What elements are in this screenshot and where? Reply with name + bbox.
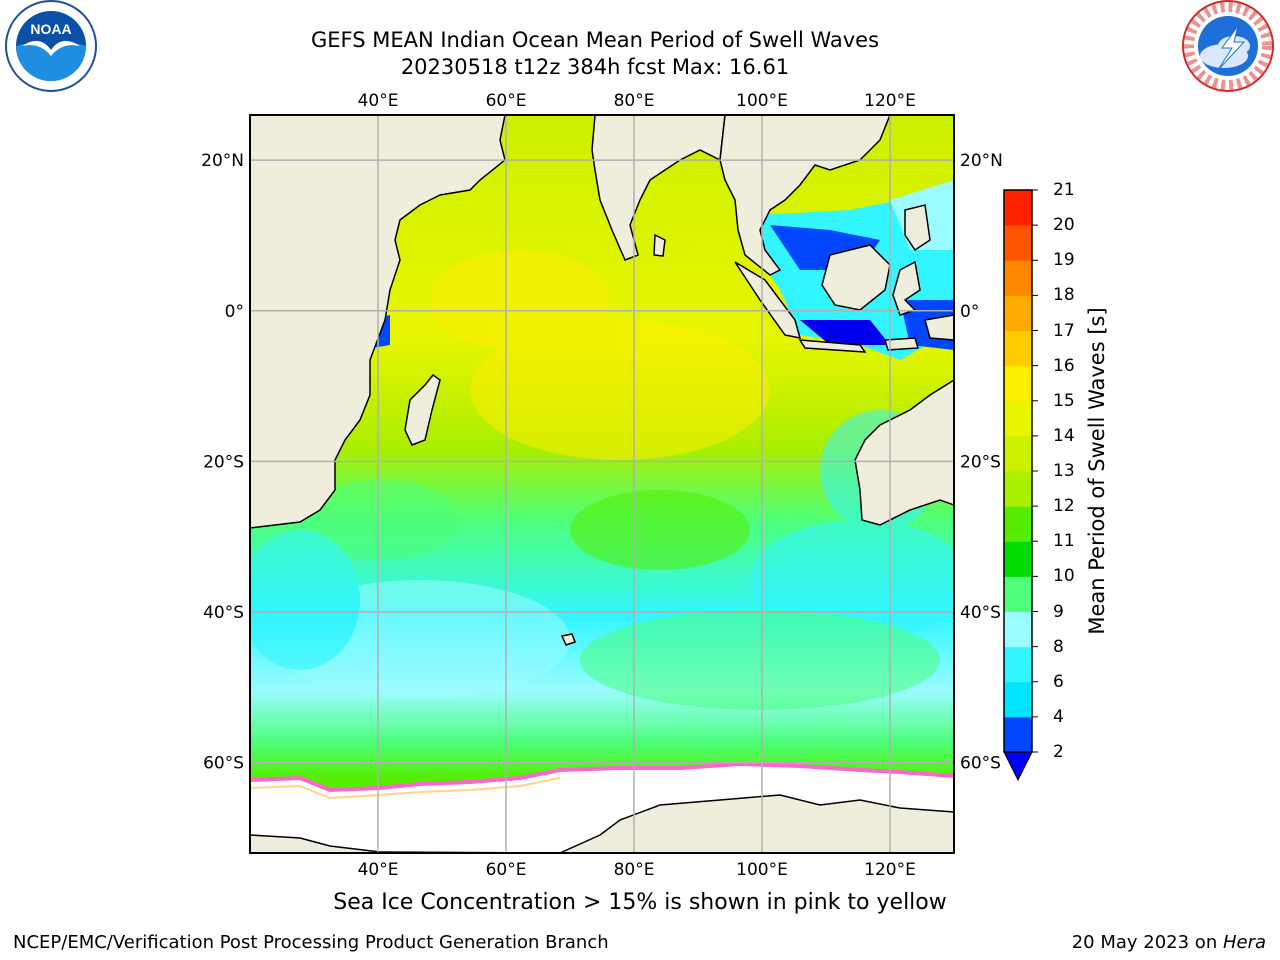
- lon-tick-label-top: 120°E: [864, 91, 916, 111]
- colorbar-tick-label: 2: [1053, 742, 1064, 762]
- colorbar-tick-label: 18: [1053, 285, 1075, 306]
- colorbar-tick-label: 19: [1053, 250, 1075, 271]
- lat-tick-label-left: 0°: [225, 302, 244, 322]
- map-frame: [249, 114, 955, 854]
- colorbar-segment: [1004, 541, 1032, 577]
- sea-ice-note: Sea Ice Concentration > 15% is shown in …: [333, 890, 947, 915]
- chart-title: GEFS MEAN Indian Ocean Mean Period of Sw…: [310, 28, 880, 52]
- colorbar: [1003, 189, 1038, 782]
- colorbar-tick-label: 14: [1053, 425, 1075, 446]
- colorbar-label: Mean Period of Swell Waves [s]: [1085, 307, 1109, 635]
- map-gridlines: [250, 115, 954, 853]
- colorbar-tick-label: 21: [1053, 180, 1075, 200]
- lat-tick-label-right: 60°S: [960, 754, 1001, 774]
- colorbar-segment: [1004, 716, 1032, 753]
- chart-subtitle-date: 20230518 t12z 384h fcst Max: 16.61: [400, 55, 790, 79]
- lon-tick-label-top: 40°E: [358, 91, 399, 111]
- colorbar-tick-label: 4: [1053, 706, 1064, 727]
- lon-tick-label-top: 60°E: [486, 91, 527, 111]
- nws-logo-icon: [1182, 0, 1274, 92]
- lat-tick-label-left: 40°S: [203, 603, 244, 623]
- colorbar-tick-label: 9: [1053, 601, 1064, 622]
- colorbar-tick-label: 20: [1053, 215, 1075, 236]
- lon-tick-label-bottom: 120°E: [864, 860, 916, 880]
- colorbar-tick-label: 11: [1053, 531, 1075, 552]
- colorbar-segment: [1004, 646, 1032, 683]
- colorbar-segment: [1004, 295, 1032, 331]
- lon-tick-label-top: 100°E: [736, 91, 788, 111]
- colorbar-segment: [1004, 365, 1032, 402]
- footer-date: 20 May 2023 on Hera: [1071, 932, 1266, 953]
- sea-ice-edge: [250, 761, 954, 793]
- colorbar-segment: [1004, 681, 1032, 718]
- lat-tick-label-right: 20°S: [960, 452, 1001, 472]
- lat-tick-label-right: 0°: [960, 302, 979, 322]
- noaa-logo-icon: NOAA: [5, 0, 97, 92]
- colorbar-tick-label: 6: [1053, 671, 1064, 692]
- lon-tick-label-top: 80°E: [614, 91, 655, 111]
- colorbar-tick-label: 16: [1053, 355, 1075, 376]
- lat-tick-label-right: 20°N: [960, 151, 1003, 171]
- colorbar-segment: [1004, 611, 1032, 648]
- colorbar-tick-label: 17: [1053, 320, 1075, 341]
- lat-tick-label-right: 40°S: [960, 603, 1001, 623]
- colorbar-segment: [1004, 576, 1032, 612]
- lon-tick-label-bottom: 100°E: [736, 860, 788, 880]
- colorbar-segment: [1004, 330, 1032, 367]
- colorbar-tick-label: 15: [1053, 390, 1075, 411]
- colorbar-under-arrow: [1003, 751, 1033, 782]
- antarctica-land: [250, 794, 954, 853]
- colorbar-tick-label: 10: [1053, 566, 1075, 587]
- colorbar-segment: [1004, 225, 1032, 261]
- noaa-logo-text: NOAA: [30, 21, 71, 37]
- colorbar-segment: [1004, 435, 1032, 472]
- colorbar-segment: [1004, 400, 1032, 437]
- lon-tick-label-bottom: 80°E: [614, 860, 655, 880]
- colorbar-segment: [1004, 190, 1032, 226]
- colorbar-segment: [1004, 506, 1032, 542]
- colorbar-tick-label: 12: [1053, 496, 1075, 517]
- colorbar-tick-label: 13: [1053, 461, 1075, 481]
- lat-tick-label-left: 20°N: [201, 151, 244, 171]
- colorbar-segment: [1004, 260, 1032, 296]
- colorbar-tick-label: 8: [1053, 636, 1064, 657]
- colorbar-segment: [1004, 471, 1032, 507]
- lat-tick-label-left: 60°S: [203, 754, 244, 774]
- lon-tick-label-bottom: 40°E: [358, 860, 399, 880]
- footer-machine: Hera: [1222, 932, 1266, 953]
- lat-tick-label-left: 20°S: [203, 452, 244, 472]
- lon-tick-label-bottom: 60°E: [486, 860, 527, 880]
- footer-credit: NCEP/EMC/Verification Post Processing Pr…: [13, 932, 609, 953]
